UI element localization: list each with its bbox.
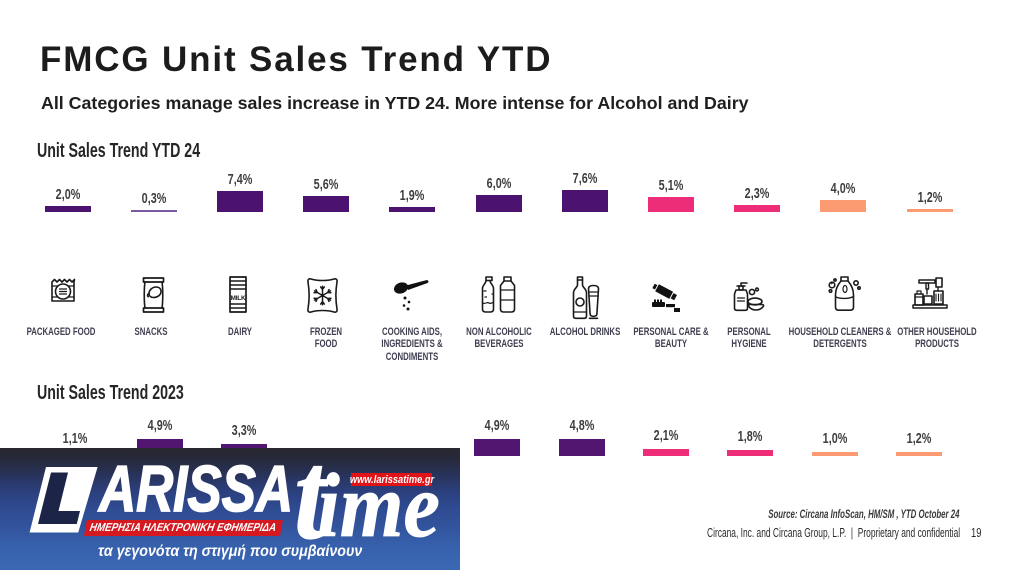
svg-text:MILK: MILK (231, 295, 246, 302)
